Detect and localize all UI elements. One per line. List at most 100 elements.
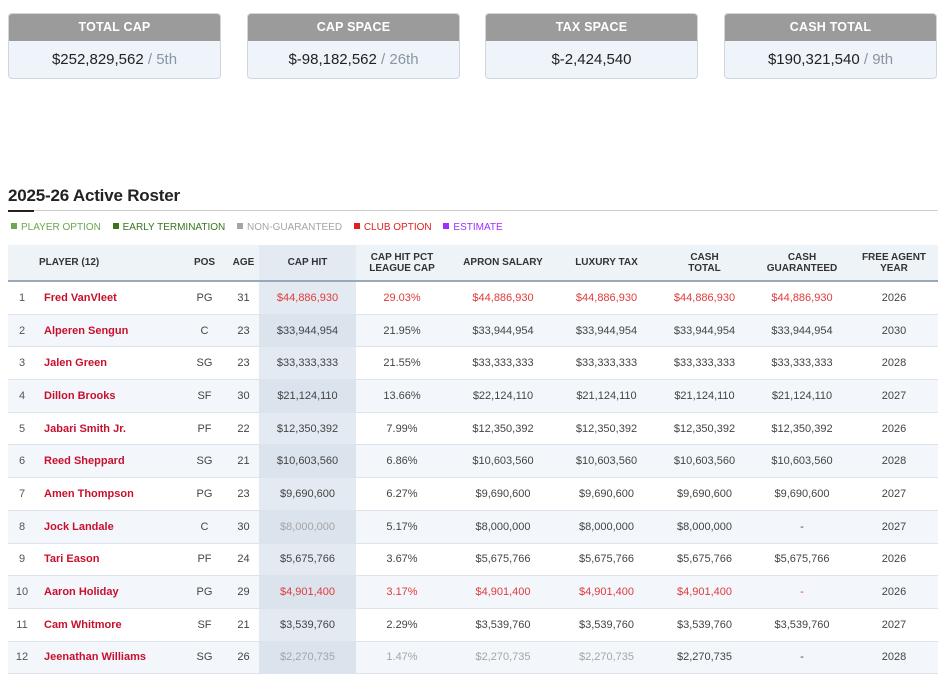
col-luxury-tax[interactable]: LUXURY TAX [558, 245, 655, 282]
legend-swatch-icon [112, 223, 119, 229]
pos-cell: SF [181, 379, 228, 413]
cap-hit-cell: $10,603,560 [259, 444, 356, 479]
cap-pct-cell: 6.27% [356, 477, 448, 511]
cash-total-cell: $3,539,760 [655, 608, 754, 642]
cash-total-cell: $4,901,400 [655, 575, 754, 609]
player-link[interactable]: Jeenathan Williams [44, 651, 146, 664]
table-row: 2 Alperen Sengun C 23 $33,944,954 21.95%… [8, 314, 938, 348]
cash-guaranteed-cell: $9,690,600 [754, 477, 850, 511]
pos-cell: PF [181, 543, 228, 577]
table-row: 3 Jalen Green SG 23 $33,333,333 21.55% $… [8, 346, 938, 381]
col-cap-pct[interactable]: CAP HIT PCT LEAGUE CAP [356, 245, 448, 282]
col-cash-total[interactable]: CASH TOTAL [655, 245, 754, 282]
card-cash-total: CASH TOTAL $190,321,540 / 9th [724, 13, 937, 79]
table-row: 8 Jock Landale C 30 $8,000,000 5.17% $8,… [8, 510, 938, 544]
fa-year-cell: 2026 [850, 543, 938, 577]
col-cash-guaranteed[interactable]: CASH GUARANTEED [754, 245, 850, 282]
player-link[interactable]: Cam Whitmore [44, 618, 122, 631]
fa-year-cell: 2027 [850, 379, 938, 413]
row-number: 6 [8, 444, 36, 479]
fa-year-cell: 2026 [850, 281, 938, 315]
player-link[interactable]: Dillon Brooks [44, 389, 116, 402]
fa-year-cell: 2026 [850, 412, 938, 446]
col-cap-hit[interactable]: CAP HIT [259, 245, 356, 282]
card-value: $-98,182,562 [288, 51, 377, 68]
player-name-cell: Jabari Smith Jr. [36, 412, 181, 446]
legend-estimate: ESTIMATE [443, 222, 503, 233]
player-link[interactable]: Alperen Sengun [44, 324, 129, 337]
table-row: 12 Jeenathan Williams SG 26 $2,270,735 1… [8, 641, 938, 675]
luxury-tax-cell: $2,270,735 [558, 641, 655, 675]
pos-cell: SG [181, 346, 228, 381]
card-value-row: $-2,424,540 [486, 41, 697, 78]
fa-year-cell: 2028 [850, 346, 938, 381]
age-cell: 23 [228, 314, 259, 348]
col-cash-total-line1: CASH [690, 251, 719, 263]
col-pos[interactable]: POS [181, 245, 228, 282]
legend-non-guaranteed: NON-GUARANTEED [237, 222, 342, 233]
card-value: $252,829,562 [51, 51, 144, 68]
player-link[interactable]: Reed Sheppard [44, 455, 125, 468]
cap-hit-cell: $9,690,600 [259, 477, 356, 511]
card-value: $-2,424,540 [551, 51, 632, 68]
luxury-tax-cell: $5,675,766 [558, 543, 655, 577]
pos-cell: SG [181, 444, 228, 479]
player-link[interactable]: Fred VanVleet [44, 291, 117, 304]
age-cell: 31 [228, 281, 259, 315]
table-row: 10 Aaron Holiday PG 29 $4,901,400 3.17% … [8, 575, 938, 609]
col-apron[interactable]: APRON SALARY [448, 245, 558, 282]
luxury-tax-cell: $4,901,400 [558, 575, 655, 609]
cash-guaranteed-cell: $5,675,766 [754, 543, 850, 577]
cash-total-cell: $5,675,766 [655, 543, 754, 577]
col-age[interactable]: AGE [228, 245, 259, 282]
cash-guaranteed-cell: $12,350,392 [754, 412, 850, 446]
player-link[interactable]: Aaron Holiday [44, 586, 119, 599]
age-cell: 26 [228, 641, 259, 675]
row-number: 1 [8, 281, 36, 315]
cap-hit-cell: $8,000,000 [259, 510, 356, 544]
col-free-agent-year[interactable]: FREE AGENT YEAR [850, 245, 938, 282]
player-name-cell: Aaron Holiday [36, 575, 181, 609]
legend-swatch-icon [11, 223, 17, 229]
cap-hit-cell: $33,944,954 [259, 314, 356, 348]
cap-hit-cell: $5,675,766 [259, 543, 356, 577]
cash-total-cell: $12,350,392 [655, 412, 754, 446]
player-name-cell: Tari Eason [36, 543, 181, 577]
pos-cell: PF [181, 412, 228, 446]
player-name-cell: Alperen Sengun [36, 314, 181, 348]
cash-guaranteed-cell: $10,603,560 [754, 444, 850, 479]
table-row: 6 Reed Sheppard SG 21 $10,603,560 6.86% … [8, 444, 938, 479]
cap-pct-cell: 3.67% [356, 543, 448, 577]
apron-cell: $4,901,400 [448, 575, 558, 609]
col-cash-total-line2: TOTAL [688, 262, 721, 274]
player-link[interactable]: Amen Thompson [44, 487, 134, 500]
player-link[interactable]: Jabari Smith Jr. [44, 422, 126, 435]
card-total-cap: TOTAL CAP $252,829,562 / 5th [8, 13, 221, 79]
cap-pct-cell: 1.47% [356, 641, 448, 675]
table-row: 1 Fred VanVleet PG 31 $44,886,930 29.03%… [8, 281, 938, 315]
col-player[interactable]: PLAYER (12) [8, 245, 181, 282]
cash-total-cell: $9,690,600 [655, 477, 754, 511]
row-number: 9 [8, 543, 36, 577]
cash-total-cell: $33,944,954 [655, 314, 754, 348]
pos-cell: PG [181, 281, 228, 315]
cap-hit-cell: $3,539,760 [259, 608, 356, 642]
cap-pct-cell: 21.95% [356, 314, 448, 348]
cap-hit-cell: $33,333,333 [259, 346, 356, 381]
row-number: 5 [8, 412, 36, 446]
player-link[interactable]: Tari Eason [44, 553, 100, 566]
cash-total-cell: $33,333,333 [655, 346, 754, 381]
card-value-row: $190,321,540 / 9th [725, 41, 936, 78]
col-fa-line1: FREE AGENT [861, 251, 927, 263]
legend-label: CLUB OPTION [363, 222, 432, 233]
legend-swatch-icon [237, 223, 244, 229]
player-link[interactable]: Jalen Green [44, 357, 107, 370]
player-link[interactable]: Jock Landale [44, 520, 114, 533]
row-number: 8 [8, 510, 36, 544]
apron-cell: $9,690,600 [448, 477, 558, 511]
table-header-row: PLAYER (12) POS AGE CAP HIT CAP HIT PCT L… [8, 245, 938, 282]
row-number: 4 [8, 379, 36, 413]
legend-label: PLAYER OPTION [21, 222, 101, 233]
cash-guaranteed-cell: - [754, 641, 850, 675]
roster-title: 2025-26 Active Roster [8, 186, 180, 205]
